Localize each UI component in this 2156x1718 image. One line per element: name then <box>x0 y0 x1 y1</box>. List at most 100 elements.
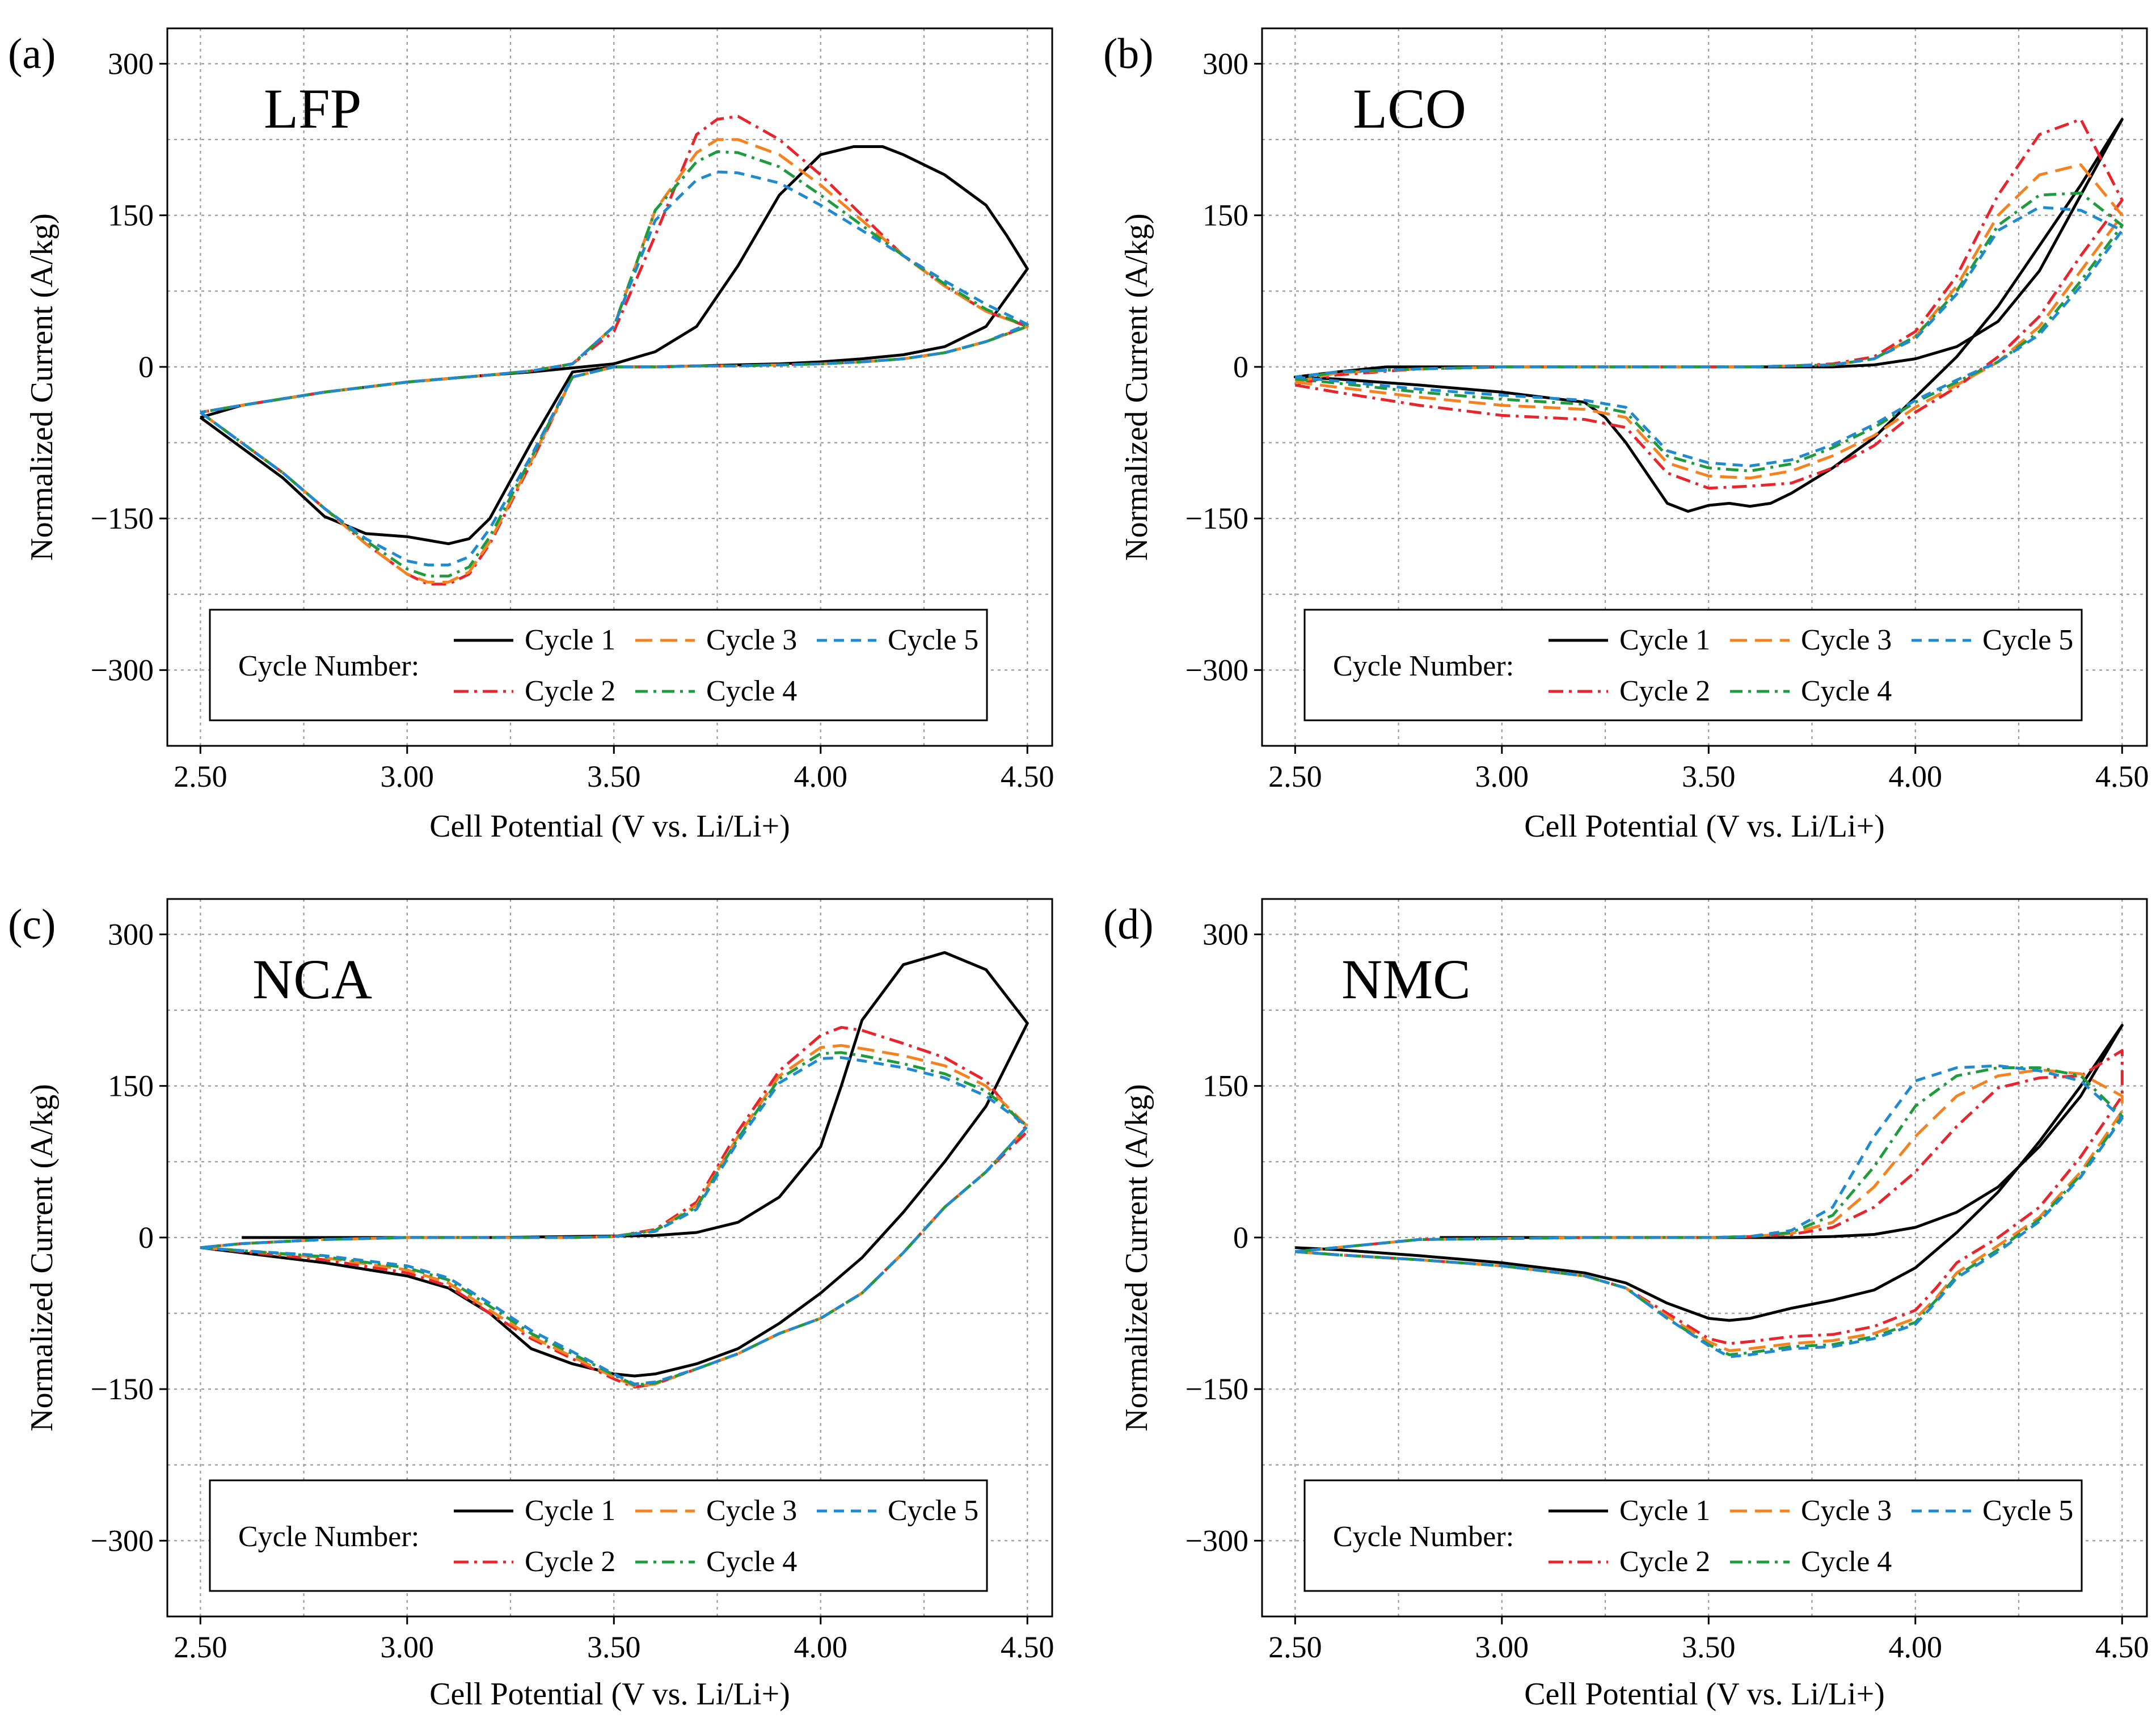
legend-label: Cycle 4 <box>1801 1546 1892 1578</box>
legend-label: Cycle 1 <box>1619 1495 1710 1527</box>
y-tick-label: 300 <box>1203 47 1248 81</box>
x-tick-label: 3.00 <box>381 759 434 793</box>
y-axis-title: Normalized Current (A/kg) <box>1119 213 1154 561</box>
legend-label: Cycle 1 <box>525 624 615 656</box>
legend-label: Cycle 2 <box>1619 1546 1710 1578</box>
x-axis-title: Cell Potential (V vs. Li/Li+) <box>429 1677 790 1712</box>
x-tick-label: 4.00 <box>1889 759 1943 793</box>
plot-frame-nca <box>166 898 1053 1618</box>
x-axis-title: Cell Potential (V vs. Li/Li+) <box>1524 809 1885 844</box>
panel-a: 2.50 3.00 3.50 4.00 4.50 300 150 0 −300 −150 Cell … <box>8 27 1054 844</box>
y-tick-label: −300 <box>91 653 154 687</box>
x-tick-label: 3.00 <box>381 1630 434 1664</box>
series-line-cycle-5 <box>1294 205 2124 467</box>
y-tick-label: −150 <box>1185 1372 1248 1406</box>
series-line-cycle-2 <box>200 1025 1029 1389</box>
x-tick-label: 3.50 <box>1682 759 1736 793</box>
plot-frame-lfp <box>166 27 1053 747</box>
legend-label: Cycle 1 <box>1619 624 1710 656</box>
x-tick-label: 2.50 <box>1268 1630 1322 1664</box>
y-tick-label: −300 <box>1185 653 1248 687</box>
x-axis-title: Cell Potential (V vs. Li/Li+) <box>1524 1677 1885 1712</box>
x-tick-label: 3.00 <box>1475 1630 1529 1664</box>
legend-box <box>209 1479 988 1592</box>
legend-label: Cycle 2 <box>525 1546 615 1578</box>
x-tick-label: 4.50 <box>2095 1630 2149 1664</box>
x-tick-label: 4.50 <box>1001 1630 1054 1664</box>
x-tick-label: 4.00 <box>794 1630 848 1664</box>
legend-title: Cycle Number: <box>1333 650 1514 682</box>
legend-box <box>1303 1479 2083 1592</box>
series-line-cycle-4 <box>1294 191 2124 472</box>
legend-lco: Cycle Number: Cycle 1 Cycle 2 Cycle 3 Cycle … <box>1303 609 2083 721</box>
panel-b: 2.50 3.00 3.50 4.00 4.50 300 150 0 −300 −150 Cell … <box>1103 27 2149 844</box>
series-group-lco <box>1293 117 2124 513</box>
legend-label: Cycle 3 <box>1801 1495 1892 1527</box>
legend-label: Cycle 5 <box>1982 624 2073 656</box>
panel-letter: (c) <box>8 901 56 948</box>
legend-lfp: Cycle Number: Cycle 1 Cycle 2 Cycle 3 Cycle … <box>209 609 988 721</box>
legend-label: Cycle 4 <box>706 675 797 707</box>
legend-label: Cycle 2 <box>1619 675 1710 707</box>
x-tick-label: 3.50 <box>1682 1630 1736 1664</box>
legend-label: Cycle 5 <box>1982 1495 2073 1527</box>
x-tick-label: 3.00 <box>1475 759 1529 793</box>
x-tick-label: 2.50 <box>1268 759 1322 793</box>
panel-d: 2.50 3.00 3.50 4.00 4.50 300 150 0 −300 −150 Cell … <box>1103 898 2149 1712</box>
legend-title: Cycle Number: <box>238 650 419 682</box>
x-tick-label: 2.50 <box>174 759 227 793</box>
y-tick-label: −300 <box>1185 1523 1248 1557</box>
legend-label: Cycle 3 <box>706 624 797 656</box>
x-tick-label: 2.50 <box>174 1630 227 1664</box>
x-tick-label: 4.50 <box>1001 759 1054 793</box>
y-tick-label: 0 <box>1233 1221 1248 1255</box>
legend-title: Cycle Number: <box>238 1521 419 1553</box>
series-line-cycle-1 <box>1293 117 2124 513</box>
series-line-cycle-4 <box>1295 1066 2124 1356</box>
legend-label: Cycle 2 <box>525 675 615 707</box>
legend-label: Cycle 3 <box>1801 624 1892 656</box>
legend-title: Cycle Number: <box>1333 1521 1514 1553</box>
panel-letter: (a) <box>8 30 56 78</box>
y-tick-label: 300 <box>108 917 154 951</box>
series-line-cycle-2 <box>1295 1049 2124 1345</box>
series-group-nca <box>200 951 1029 1389</box>
y-axis-title: Normalized Current (A/kg) <box>1119 1084 1154 1432</box>
y-tick-label: 0 <box>138 350 154 384</box>
legend-label: Cycle 5 <box>888 624 978 656</box>
x-tick-label: 4.50 <box>2095 759 2149 793</box>
legend-label: Cycle 3 <box>706 1495 797 1527</box>
y-tick-label: 150 <box>1203 1069 1248 1103</box>
plot-frame-lco <box>1261 27 2148 747</box>
legend-nca: Cycle Number: Cycle 1 Cycle 2 Cycle 3 Cycle … <box>209 1479 988 1592</box>
y-tick-label: 150 <box>108 1069 154 1103</box>
plot-frame-nmc <box>1261 898 2148 1618</box>
panel-c: 2.50 3.00 3.50 4.00 4.50 300 150 0 −300 −150 Cell … <box>8 898 1054 1712</box>
panel-letter: (d) <box>1103 901 1154 948</box>
series-line-cycle-1 <box>1295 1024 2124 1322</box>
material-label: NMC <box>1341 948 1471 1011</box>
legend-box <box>209 609 988 721</box>
series-line-cycle-5 <box>1295 1064 2124 1358</box>
legend-label: Cycle 1 <box>525 1495 615 1527</box>
material-label: LCO <box>1353 77 1466 140</box>
y-tick-label: −150 <box>91 501 154 535</box>
legend-label: Cycle 4 <box>706 1546 797 1578</box>
series-line-cycle-1 <box>200 951 1029 1378</box>
grid-lfp <box>167 28 1052 746</box>
series-group-nmc <box>1295 1024 2124 1358</box>
legend-label: Cycle 5 <box>888 1495 978 1527</box>
material-label: NCA <box>252 948 372 1011</box>
panel-letter: (b) <box>1103 30 1154 78</box>
series-line-cycle-1 <box>199 145 1029 546</box>
x-tick-label: 3.50 <box>587 759 641 793</box>
series-line-cycle-5 <box>200 1056 1029 1386</box>
y-axis-title: Normalized Current (A/kg) <box>24 213 60 561</box>
y-tick-label: 150 <box>1203 199 1248 233</box>
y-tick-label: −150 <box>1185 501 1248 535</box>
y-tick-label: 0 <box>138 1221 154 1255</box>
y-tick-label: −300 <box>91 1523 154 1557</box>
y-tick-label: 300 <box>1203 917 1248 951</box>
series-line-cycle-2 <box>1294 117 2124 490</box>
y-tick-label: 150 <box>108 199 154 233</box>
